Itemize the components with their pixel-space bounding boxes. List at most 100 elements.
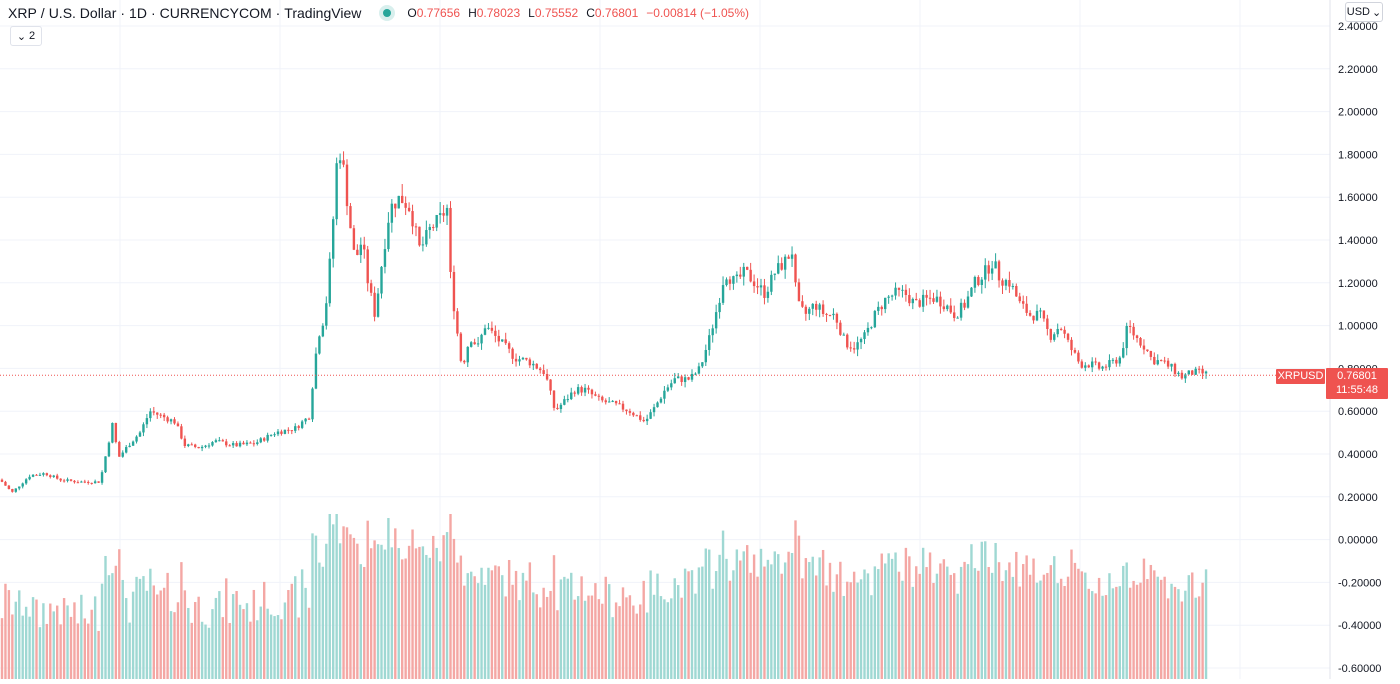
candle-body [31, 474, 35, 477]
candle-body [176, 423, 180, 427]
volume-bar [808, 562, 811, 679]
candle-body [652, 407, 656, 413]
volume-bar [369, 548, 373, 679]
volume-bar [1135, 584, 1139, 679]
volume-bar [245, 603, 249, 679]
indicator-collapse-button[interactable]: ⌄ 2 [10, 26, 42, 46]
candle-body [1122, 348, 1125, 358]
volume-bar [535, 594, 538, 679]
currency-selector[interactable]: USD ⌄ [1345, 2, 1383, 22]
interval[interactable]: 1D [129, 5, 147, 21]
volume-bar [877, 569, 880, 679]
candle-body [266, 434, 269, 441]
volume-bar [797, 535, 801, 679]
volume-bar [62, 598, 66, 679]
volume-bar [1077, 568, 1080, 679]
volume-bar [566, 578, 569, 679]
volume-bar [818, 557, 821, 679]
candle-body [183, 438, 187, 447]
candle-body [856, 342, 859, 350]
ohlc-high: H0.78023 [468, 6, 521, 20]
candle-body [718, 302, 721, 313]
candle-body [614, 400, 618, 404]
volume-bar [846, 581, 849, 679]
candle-body [904, 289, 908, 296]
candle-body [507, 343, 511, 349]
volume-bar [221, 617, 224, 679]
ohlc-open: O0.77656 [407, 6, 461, 20]
candle-body [156, 412, 159, 415]
candle-body [197, 446, 200, 449]
volume-bar [632, 605, 635, 679]
y-tick-label: 0.40000 [1338, 449, 1378, 461]
candle-body [956, 317, 959, 319]
volume-bar [456, 562, 459, 679]
symbol-name[interactable]: XRP [8, 5, 37, 21]
volume-bar [549, 590, 552, 679]
volume-bar [397, 548, 400, 679]
volume-bar [476, 583, 480, 679]
candle-body [552, 390, 556, 408]
candle-body [980, 279, 983, 285]
volume-bar [739, 560, 742, 679]
candle-body [276, 431, 280, 435]
candle-body [884, 297, 887, 310]
candle-body [580, 387, 583, 393]
candle-body [356, 249, 359, 256]
volume-bar [656, 573, 659, 679]
bar-countdown: 11:55:48 [1335, 384, 1378, 396]
candle-body [966, 296, 970, 308]
volume-bar [1035, 582, 1039, 679]
volume-bar [621, 587, 625, 679]
volume-bar [949, 574, 952, 679]
candle-body [249, 442, 252, 444]
price-axis[interactable]: 2.40000 2.20000 2.00000 1.80000 1.60000 1.400… [1329, 0, 1400, 679]
volume-bar [746, 545, 749, 679]
candle-body [821, 304, 825, 314]
volume-bar [152, 585, 155, 679]
volume-bar [563, 576, 566, 679]
axis-background [1330, 0, 1400, 679]
volume-bar [911, 586, 914, 679]
volume-bar [473, 576, 476, 679]
candle-body [1066, 333, 1070, 340]
candle-body [846, 334, 849, 348]
candle-body [311, 388, 314, 420]
volume-bar [24, 606, 28, 679]
candle-body [149, 411, 152, 419]
volume-bar [263, 581, 266, 679]
volume-bar [583, 600, 587, 679]
symbol-header: XRP / U.S. Dollar · 1D · CURRENCYCOM · T… [8, 4, 757, 22]
volume-bar [73, 602, 76, 679]
candle-body [835, 313, 839, 323]
last-price-value: 0.76801 [1337, 370, 1377, 382]
volume-bar [1001, 581, 1004, 679]
volume-bar [107, 575, 111, 679]
candle-body [69, 479, 73, 481]
volume-bar [1022, 564, 1025, 679]
exchange: CURRENCYCOM [159, 5, 272, 21]
candle-body [1160, 360, 1163, 362]
candle-body [583, 387, 587, 393]
candle-body [528, 359, 532, 366]
candle-body [449, 207, 452, 272]
candle-body [218, 440, 221, 442]
candle-body [1111, 359, 1115, 361]
volume-bar [428, 557, 431, 679]
volume-bar [501, 575, 504, 679]
market-status-icon[interactable] [383, 9, 392, 17]
volume-bar [597, 599, 601, 679]
candle-body [918, 300, 921, 307]
volume-bar [118, 549, 121, 679]
volume-bar [1011, 576, 1015, 679]
volume-bar [1087, 588, 1090, 679]
volume-bar [414, 548, 418, 679]
candle-body [342, 160, 345, 165]
candle-body [590, 389, 594, 395]
candle-body [1046, 318, 1049, 329]
volume-bar [884, 563, 887, 679]
volume-bar [1018, 586, 1021, 679]
volume-bar [1142, 558, 1146, 679]
